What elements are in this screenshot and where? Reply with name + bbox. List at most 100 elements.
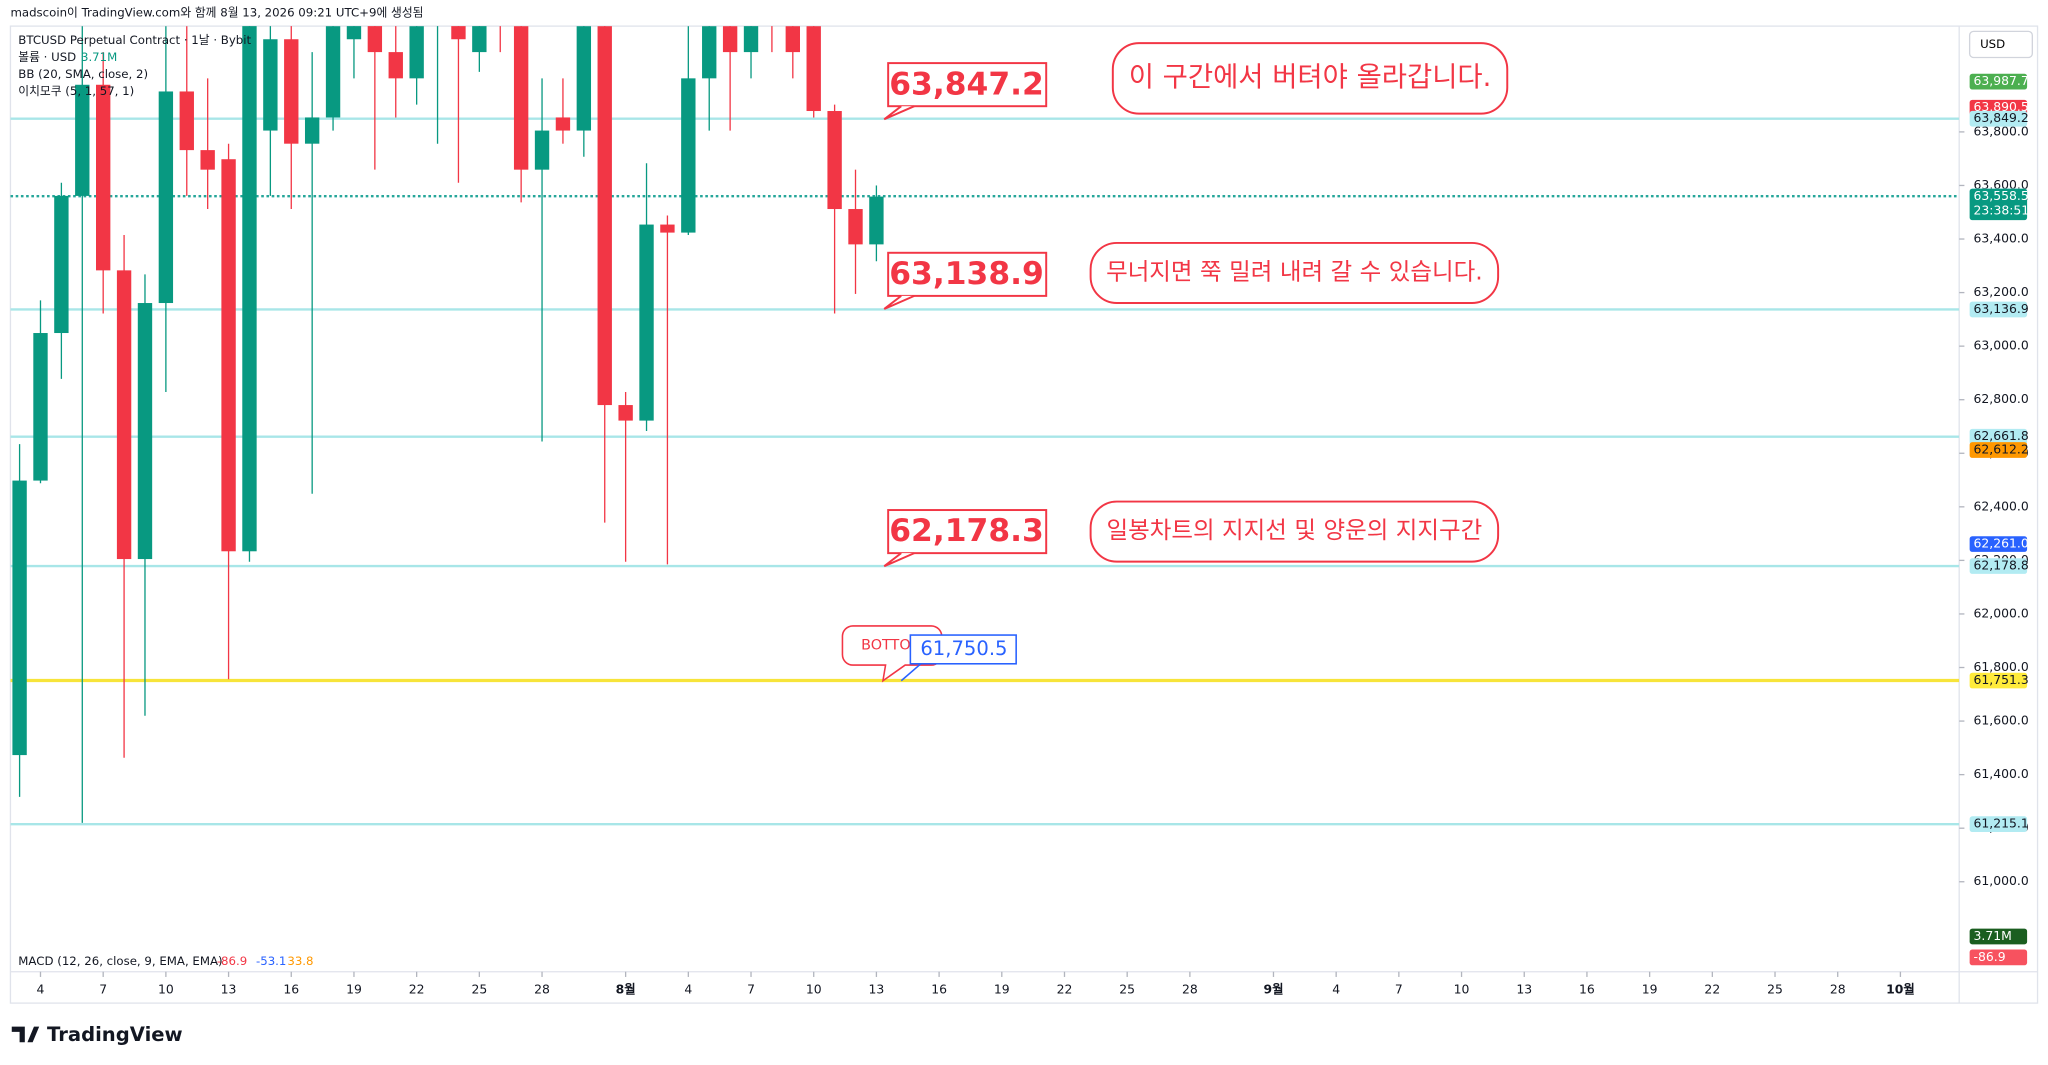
y-tick-label: 61,000.0 (1974, 873, 2029, 888)
annotation-label: 62,178.3 (889, 513, 1044, 549)
x-tick-label: 28 (1830, 982, 1846, 997)
x-tick-label: 22 (1057, 982, 1073, 997)
candle-body (284, 39, 299, 144)
price-label: 63,849.2 (1974, 110, 2029, 125)
candle-body (158, 91, 174, 304)
legend-volume: 볼륨 · USD (18, 50, 76, 64)
x-tick-label: 7 (1395, 982, 1403, 997)
candle-body (263, 39, 278, 131)
x-tick-label: 4 (37, 982, 45, 997)
bottom-price: 61,750.5 (920, 637, 1007, 660)
candle-body (75, 84, 90, 196)
callout-text: 이 구간에서 버텨야 올라갑니다. (1129, 62, 1492, 93)
frame (9, 25, 2039, 1004)
pane-label: 3.71M (1974, 928, 2012, 943)
x-tick-label: 25 (471, 982, 487, 997)
candle-body (221, 159, 236, 552)
price-label-box (1969, 672, 2028, 689)
annotation-box (887, 62, 1048, 108)
countdown: 23:38:51 (1974, 202, 2030, 217)
overlay: 61,000.061,200.061,400.061,600.061,800.0… (37, 42, 2030, 997)
currency-label[interactable]: USD (1980, 37, 2005, 51)
candle-body (660, 224, 675, 233)
candle-body (513, 26, 529, 170)
candle-body (409, 26, 424, 79)
x-tick-label: 25 (1119, 982, 1135, 997)
candle-body (722, 26, 738, 53)
candle-body (785, 26, 800, 53)
y-tick-label: 62,800.0 (1974, 391, 2029, 406)
candle-body (555, 117, 571, 131)
annotation-box (887, 509, 1048, 555)
candle-body (806, 26, 821, 112)
candle-body (451, 26, 466, 40)
candle-body (472, 26, 487, 53)
x-tick-label: 10월 (1886, 982, 1915, 997)
callout-box (1111, 42, 1509, 115)
x-tick-label: 9월 (1263, 982, 1283, 997)
candle-body (743, 26, 759, 53)
x-tick-label: 10 (806, 982, 822, 997)
candle-body (869, 196, 884, 245)
y-tick-label: 61,400.0 (1974, 766, 2029, 781)
y-tick-label: 62,400.0 (1974, 498, 2029, 513)
x-tick-label: 7 (747, 982, 755, 997)
candle-body (764, 26, 780, 27)
legend-bb: BB (20, SMA, close, 2) (18, 67, 148, 81)
y-tick-label: 63,600.0 (1974, 177, 2029, 192)
candle-body (827, 111, 842, 210)
price-label: 61,215.1 (1974, 816, 2029, 831)
candle-body (597, 26, 612, 406)
x-tick-label: 13 (869, 982, 885, 997)
candle-body (702, 26, 717, 79)
callout-box (1089, 241, 1500, 304)
price-label-box (1969, 110, 2028, 127)
x-tick-label: 19 (994, 982, 1010, 997)
annotation-pointer (883, 105, 915, 121)
candle-body (681, 78, 696, 233)
bottom-text: BOTTOM (861, 638, 923, 654)
x-tick-label: 28 (1182, 982, 1198, 997)
annotation-pointer (883, 294, 915, 310)
candle-body (242, 26, 257, 552)
legend-volume-value: 3.71M (81, 50, 117, 64)
candle-body (848, 209, 863, 245)
x-tick-label: 13 (1516, 982, 1532, 997)
price-label-box (1969, 188, 2028, 221)
y-tick-label: 63,800.0 (1974, 123, 2029, 138)
price-label: 62,661.8 (1974, 428, 2029, 443)
annotation-label: 63,847.2 (889, 66, 1044, 102)
candle-body (137, 303, 153, 560)
x-tick-label: 10 (158, 982, 174, 997)
price-label-box (1969, 73, 2028, 90)
currency-button[interactable] (1968, 30, 2033, 59)
x-tick-label: 22 (1704, 982, 1720, 997)
y-tick-label: 61,600.0 (1974, 713, 2029, 728)
header: madscoin이 TradingView.com와 함께 8월 13, 202… (10, 6, 423, 20)
x-tick-label: 19 (346, 982, 362, 997)
callout-box (1089, 500, 1500, 563)
candle-body (54, 195, 69, 334)
y-tick-label: 63,000.0 (1974, 338, 2029, 353)
x-tick-label: 25 (1767, 982, 1783, 997)
logo-text: TradingView (47, 1023, 183, 1046)
candle-body (96, 84, 111, 271)
candle-body (200, 150, 215, 170)
price-label: 62,612.2 (1974, 442, 2029, 457)
candle-body (179, 91, 194, 151)
x-tick-label: 28 (534, 982, 550, 997)
x-tick-label: 19 (1642, 982, 1658, 997)
candle-body (388, 52, 403, 79)
candle-body (618, 405, 633, 421)
candle-body (534, 130, 550, 170)
pane-label: -86.9 (1974, 949, 2006, 964)
candle-body (346, 26, 362, 40)
annotation-label: 63,138.9 (889, 256, 1044, 292)
x-tick-label: 16 (283, 982, 299, 997)
macd-signal: -53.1 (256, 954, 286, 968)
candle-body (325, 26, 341, 118)
legend-ichimoku: 이치모쿠 (5, 1, 57, 1) (18, 84, 134, 98)
price-label-box (1969, 558, 2028, 574)
price-label: 63,987.7 (1974, 73, 2029, 88)
